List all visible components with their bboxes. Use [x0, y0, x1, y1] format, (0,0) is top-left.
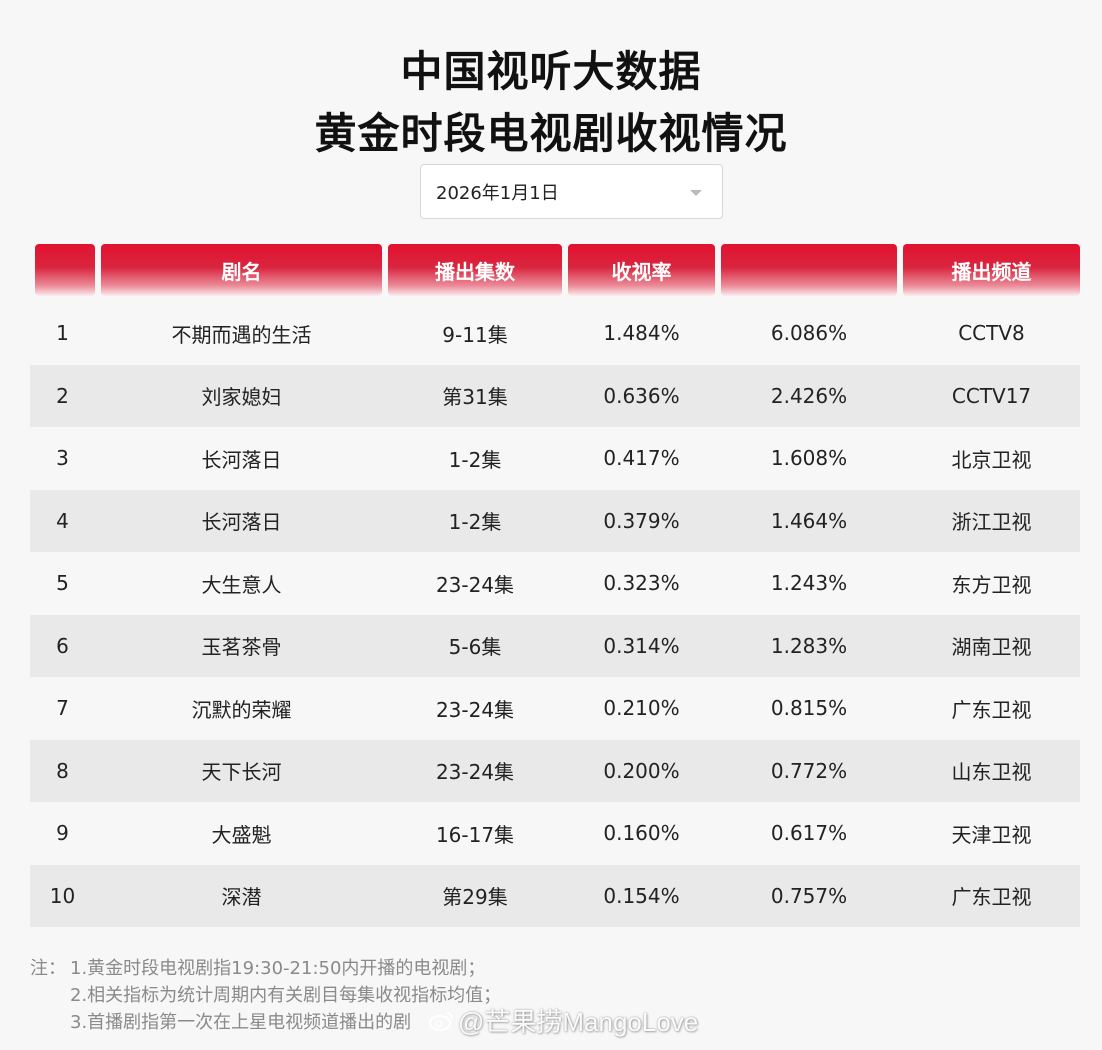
- cell-share: 2.426%: [770, 383, 848, 408]
- cell-episodes: 23-24集: [435, 572, 515, 597]
- cell-title: 大生意人: [201, 572, 282, 597]
- cell-rating: 0.210%: [603, 696, 680, 721]
- cell-title: 长河落日: [201, 447, 282, 472]
- cell-rating: 0.200%: [603, 758, 680, 783]
- cell-rating: 0.636%: [603, 383, 680, 408]
- cell-rating: 0.314%: [603, 633, 680, 658]
- cell-share: 1.464%: [770, 508, 848, 533]
- cell-rank: 5: [56, 571, 69, 596]
- cell-episodes: 5-6集: [448, 635, 502, 660]
- cell-episodes: 16-17集: [435, 822, 515, 847]
- table-row: 1 不期而遇的生活 9-11集 1.484% 6.086% CCTV8: [30, 302, 1080, 365]
- cell-episodes: 1-2集: [448, 510, 502, 535]
- cell-share: 1.283%: [770, 633, 848, 658]
- cell-title: 天下长河: [201, 760, 282, 785]
- cell-title: 玉茗茶骨: [201, 635, 282, 660]
- column-header-rating: 收视率: [568, 244, 715, 296]
- cell-share: 0.772%: [770, 758, 848, 783]
- table-row: 5 大生意人 23-24集 0.323% 1.243% 东方卫视: [30, 552, 1080, 615]
- table-row: 3 长河落日 1-2集 0.417% 1.608% 北京卫视: [30, 427, 1080, 490]
- cell-rating: 1.484%: [603, 321, 680, 346]
- cell-title: 刘家媳妇: [201, 385, 282, 410]
- cell-rating: 0.417%: [603, 446, 680, 471]
- cell-episodes: 23-24集: [435, 760, 515, 785]
- table-row: 10 深潜 第29集 0.154% 0.757% 广东卫视: [30, 864, 1080, 927]
- cell-channel: CCTV17: [951, 383, 1032, 408]
- cell-episodes: 1-2集: [448, 447, 502, 472]
- footnotes: 注： 1.黄金时段电视剧指19:30-21:50内开播的电视剧； 2.相关指标为…: [30, 955, 501, 1036]
- column-header-share: [721, 244, 897, 296]
- date-select[interactable]: 2026年1月1日: [420, 164, 723, 219]
- column-header-episodes: 播出集数: [388, 244, 562, 296]
- cell-share: 0.757%: [770, 883, 848, 908]
- ratings-table: 1 不期而遇的生活 9-11集 1.484% 6.086% CCTV8 2 刘家媳妇 第31集 0…: [30, 302, 1080, 927]
- table-row: 6 玉茗茶骨 5-6集 0.314% 1.283% 湖南卫视: [30, 614, 1080, 677]
- page-title-line2: 黄金时段电视剧收视情况: [314, 109, 788, 158]
- cell-title: 不期而遇的生活: [171, 322, 312, 347]
- table-row: 8 天下长河 23-24集 0.200% 0.772% 山东卫视: [30, 739, 1080, 802]
- cell-rank: 3: [56, 446, 69, 471]
- cell-rank: 6: [56, 633, 69, 658]
- cell-rank: 4: [56, 508, 69, 533]
- cell-rating: 0.323%: [603, 571, 680, 596]
- footnote-1: 1.黄金时段电视剧指19:30-21:50内开播的电视剧；: [70, 958, 486, 979]
- chevron-down-icon: [690, 190, 702, 196]
- cell-rank: 2: [56, 383, 69, 408]
- table-header: 剧名 播出集数 收视率 播出频道: [0, 244, 1102, 296]
- table-row: 7 沉默的荣耀 23-24集 0.210% 0.815% 广东卫视: [30, 677, 1080, 740]
- table-row: 4 长河落日 1-2集 0.379% 1.464% 浙江卫视: [30, 489, 1080, 552]
- watermark: @芒果捞MangoLove: [428, 1002, 698, 1039]
- cell-channel: 东方卫视: [951, 572, 1032, 597]
- page-title-line1: 中国视听大数据: [400, 47, 702, 96]
- cell-rank: 7: [56, 696, 69, 721]
- cell-rating: 0.379%: [603, 508, 680, 533]
- watermark-text: @芒果捞MangoLove: [458, 1007, 699, 1037]
- column-header-rank: [35, 244, 95, 296]
- cell-episodes: 第29集: [442, 885, 508, 910]
- cell-share: 1.243%: [770, 571, 848, 596]
- cell-channel: 天津卫视: [951, 822, 1032, 847]
- cell-channel: 浙江卫视: [951, 510, 1032, 535]
- cell-title: 大盛魁: [211, 822, 272, 847]
- cell-rank: 10: [49, 883, 76, 908]
- cell-rank: 8: [56, 758, 69, 783]
- cell-title: 深潜: [221, 885, 262, 910]
- cell-episodes: 23-24集: [435, 697, 515, 722]
- cell-channel: 广东卫视: [951, 697, 1032, 722]
- cell-channel: 广东卫视: [951, 885, 1032, 910]
- cell-episodes: 第31集: [442, 385, 508, 410]
- footnote-2: 2.相关指标为统计周期内有关剧目每集收视指标均值；: [70, 985, 502, 1006]
- date-select-value: 2026年1月1日: [436, 182, 559, 204]
- cell-share: 6.086%: [770, 321, 848, 346]
- cell-title: 长河落日: [201, 510, 282, 535]
- cell-rank: 9: [56, 821, 69, 846]
- column-header-channel: 播出频道: [903, 244, 1080, 296]
- column-header-title: 剧名: [101, 244, 382, 296]
- table-row: 9 大盛魁 16-17集 0.160% 0.617% 天津卫视: [30, 802, 1080, 865]
- cell-share: 0.815%: [770, 696, 848, 721]
- cell-channel: 湖南卫视: [951, 635, 1032, 660]
- cell-channel: 北京卫视: [951, 447, 1032, 472]
- cell-share: 0.617%: [770, 821, 848, 846]
- footnote-prefix: 注：: [30, 958, 66, 979]
- footnote-3: 3.首播剧指第一次在上星电视频道播出的剧: [70, 1012, 412, 1033]
- cell-title: 沉默的荣耀: [191, 697, 292, 722]
- cell-rating: 0.154%: [603, 883, 680, 908]
- weibo-icon: [429, 1011, 453, 1031]
- cell-rating: 0.160%: [603, 821, 680, 846]
- cell-episodes: 9-11集: [442, 322, 508, 347]
- cell-channel: CCTV8: [958, 321, 1025, 346]
- cell-channel: 山东卫视: [951, 760, 1032, 785]
- cell-rank: 1: [56, 321, 69, 346]
- table-row: 2 刘家媳妇 第31集 0.636% 2.426% CCTV17: [30, 364, 1080, 427]
- cell-share: 1.608%: [770, 446, 848, 471]
